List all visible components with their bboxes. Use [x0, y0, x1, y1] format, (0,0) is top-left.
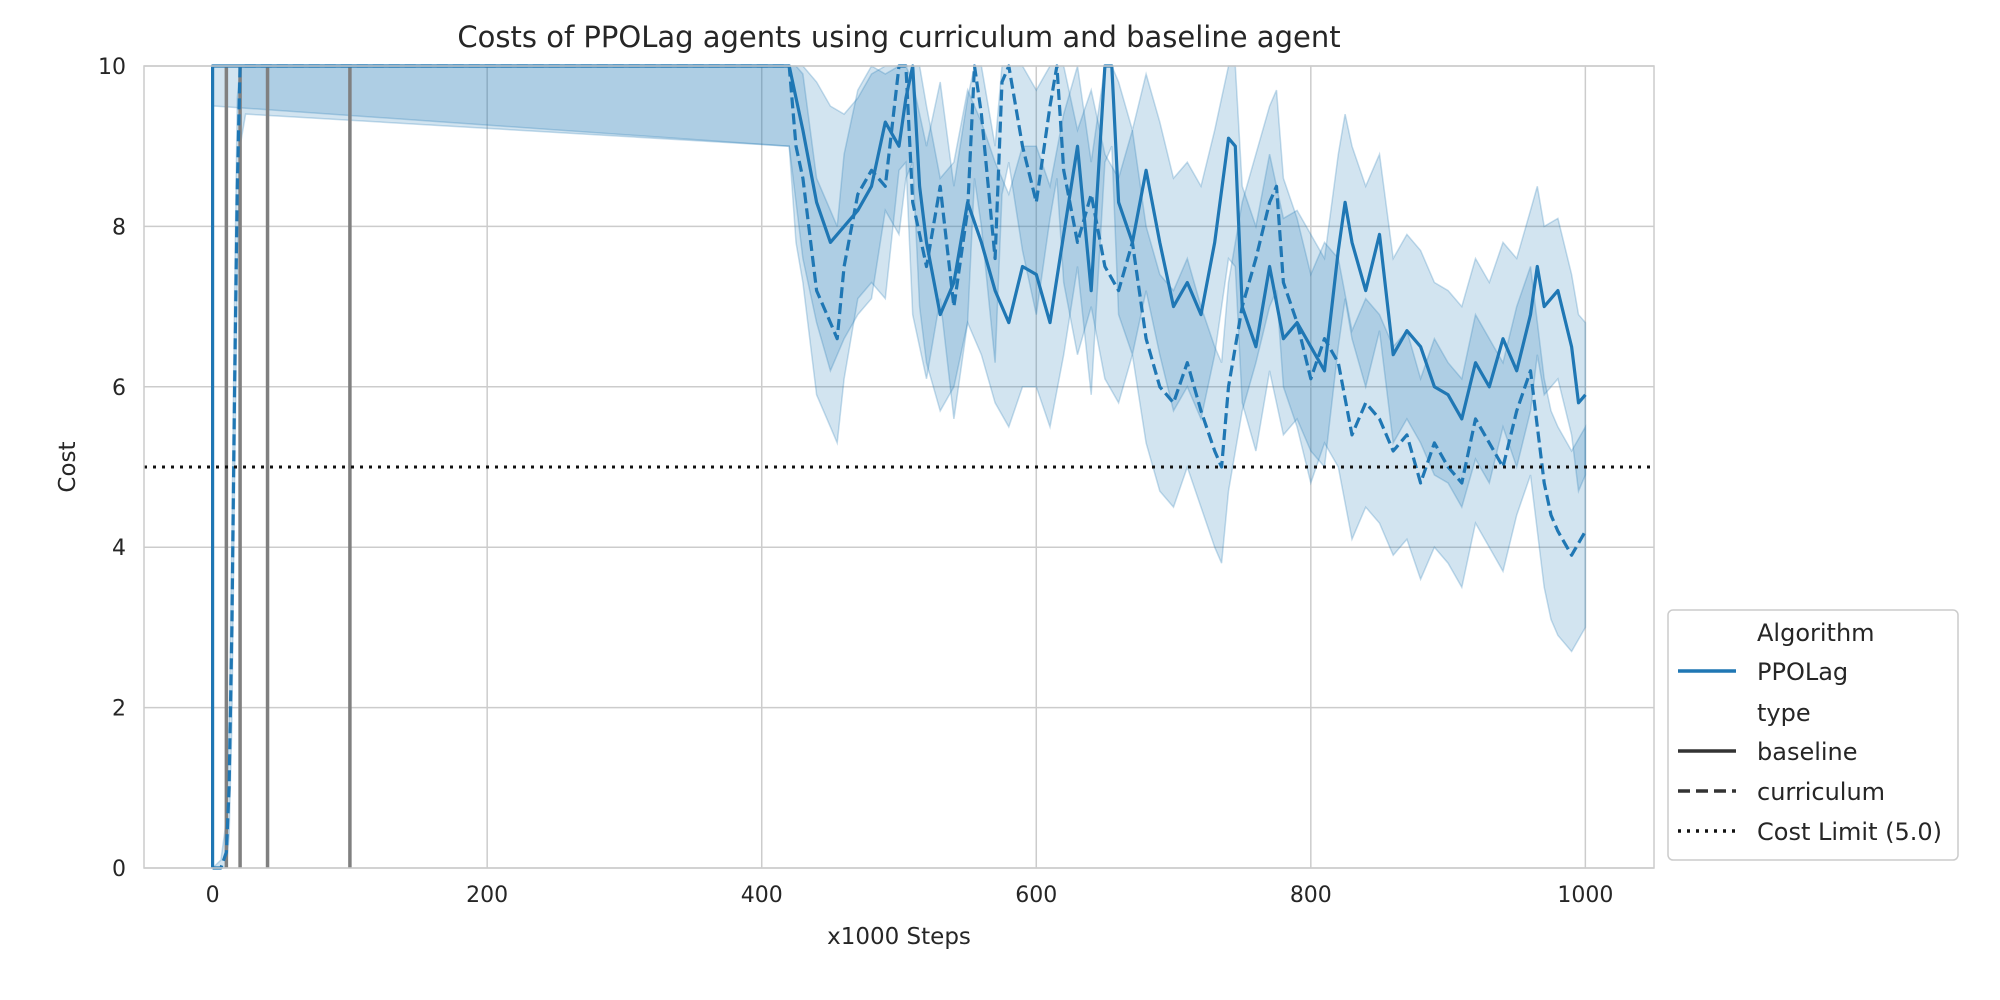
series-line-baseline — [211, 64, 1587, 868]
confidence-bands — [210, 64, 1587, 869]
series-lines — [211, 64, 1587, 870]
x-tick-label: 600 — [1015, 883, 1057, 908]
y-tick-label: 0 — [112, 857, 126, 882]
legend-title-type: type — [1757, 699, 1811, 727]
x-tick-label: 1000 — [1557, 883, 1613, 908]
x-tick-label: 0 — [206, 883, 220, 908]
x-tick-label: 400 — [741, 883, 783, 908]
x-axis-label: x1000 Steps — [827, 924, 971, 950]
legend-title-algorithm: Algorithm — [1757, 619, 1875, 647]
y-tick-label: 6 — [112, 376, 126, 401]
legend-label-curriculum: curriculum — [1757, 778, 1885, 806]
legend-label-cost-limit: Cost Limit (5.0) — [1757, 818, 1942, 846]
chart-title: Costs of PPOLag agents using curriculum … — [457, 20, 1340, 54]
legend-label-ppolag: PPOLag — [1757, 658, 1848, 686]
y-tick-label: 8 — [112, 215, 126, 240]
legend-box — [1667, 609, 1959, 861]
y-tick-label: 2 — [112, 697, 126, 722]
tick-labels: 0 200 400 600 800 1000 0 2 4 6 8 10 — [98, 55, 1613, 908]
y-tick-label: 4 — [112, 536, 126, 561]
legend-label-baseline: baseline — [1757, 738, 1858, 766]
legend: Algorithm PPOLag type baseline curriculu… — [1667, 609, 1959, 861]
x-tick-label: 800 — [1290, 883, 1332, 908]
vertical-markers — [224, 66, 352, 868]
x-tick-label: 200 — [466, 883, 508, 908]
band-curriculum — [210, 64, 1587, 869]
y-axis-label: Cost — [55, 441, 81, 492]
band-baseline — [211, 65, 1587, 868]
plot-frame — [143, 65, 1655, 869]
series-line-curriculum — [212, 64, 1587, 870]
y-tick-label: 10 — [98, 55, 126, 80]
